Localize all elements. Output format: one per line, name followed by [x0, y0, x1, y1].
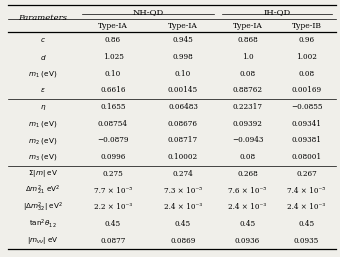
Text: 0.0869: 0.0869	[170, 237, 196, 245]
Text: $|\Delta m^2_{32}|\ \mathrm{eV}^2$: $|\Delta m^2_{32}|\ \mathrm{eV}^2$	[23, 201, 63, 214]
Text: Type-IB: Type-IB	[291, 22, 322, 30]
Text: 0.08: 0.08	[239, 153, 256, 161]
Text: 0.00145: 0.00145	[168, 86, 198, 94]
Text: 2.4 × 10⁻³: 2.4 × 10⁻³	[228, 203, 267, 211]
Text: 1.002: 1.002	[296, 53, 317, 61]
Text: 2.2 × 10⁻³: 2.2 × 10⁻³	[94, 203, 132, 211]
Text: 0.22317: 0.22317	[233, 103, 262, 111]
Text: 7.7 × 10⁻⁵: 7.7 × 10⁻⁵	[94, 187, 132, 195]
Text: $m_1\ \mathrm{(eV)}$: $m_1\ \mathrm{(eV)}$	[28, 119, 58, 129]
Text: −0.0943: −0.0943	[232, 136, 263, 144]
Text: 0.06483: 0.06483	[168, 103, 198, 111]
Text: 0.0935: 0.0935	[294, 237, 319, 245]
Text: 0.945: 0.945	[173, 36, 193, 44]
Text: 0.96: 0.96	[299, 36, 314, 44]
Text: $|m_{\nu\nu}|\ \mathrm{eV}$: $|m_{\nu\nu}|\ \mathrm{eV}$	[27, 235, 59, 246]
Text: IH-QD: IH-QD	[264, 8, 291, 16]
Text: 2.4 × 10⁻³: 2.4 × 10⁻³	[287, 203, 326, 211]
Text: 0.08: 0.08	[239, 70, 256, 78]
Text: 0.86: 0.86	[105, 36, 121, 44]
Text: Parameters: Parameters	[19, 14, 67, 23]
Text: 0.08001: 0.08001	[291, 153, 322, 161]
Text: $m_2\ \mathrm{(eV)}$: $m_2\ \mathrm{(eV)}$	[28, 135, 58, 145]
Text: 0.45: 0.45	[105, 220, 121, 228]
Text: 0.1655: 0.1655	[100, 103, 126, 111]
Text: $\Delta m^2_{21}\ \mathrm{eV}^2$: $\Delta m^2_{21}\ \mathrm{eV}^2$	[26, 184, 61, 197]
Text: 0.10: 0.10	[105, 70, 121, 78]
Text: $m_1\ \mathrm{(eV)}$: $m_1\ \mathrm{(eV)}$	[28, 69, 58, 79]
Text: 0.09341: 0.09341	[291, 120, 322, 128]
Text: 0.268: 0.268	[237, 170, 258, 178]
Text: 0.868: 0.868	[237, 36, 258, 44]
Text: 0.0877: 0.0877	[100, 237, 126, 245]
Text: 1.025: 1.025	[103, 53, 123, 61]
Text: 0.88762: 0.88762	[233, 86, 262, 94]
Text: 0.6616: 0.6616	[100, 86, 126, 94]
Text: 0.998: 0.998	[173, 53, 193, 61]
Text: 0.0936: 0.0936	[235, 237, 260, 245]
Text: 0.10: 0.10	[175, 70, 191, 78]
Text: $d$: $d$	[40, 52, 46, 61]
Text: NH-QD: NH-QD	[132, 8, 164, 16]
Text: 0.08717: 0.08717	[168, 136, 198, 144]
Text: 0.08754: 0.08754	[98, 120, 128, 128]
Text: 0.10002: 0.10002	[168, 153, 198, 161]
Text: 0.08676: 0.08676	[168, 120, 198, 128]
Text: 0.09381: 0.09381	[291, 136, 322, 144]
Text: 0.274: 0.274	[173, 170, 193, 178]
Text: 2.4 × 10⁻³: 2.4 × 10⁻³	[164, 203, 202, 211]
Text: $c$: $c$	[40, 36, 46, 44]
Text: 0.45: 0.45	[299, 220, 314, 228]
Text: 7.3 × 10⁻⁵: 7.3 × 10⁻⁵	[164, 187, 202, 195]
Text: $\Sigma|m|\ \mathrm{eV}$: $\Sigma|m|\ \mathrm{eV}$	[28, 168, 58, 179]
Text: 0.08: 0.08	[299, 70, 314, 78]
Text: −0.0855: −0.0855	[291, 103, 322, 111]
Text: 0.45: 0.45	[175, 220, 191, 228]
Text: Type-IA: Type-IA	[233, 22, 262, 30]
Text: 7.4 × 10⁻⁵: 7.4 × 10⁻⁵	[287, 187, 326, 195]
Text: $\eta$: $\eta$	[40, 103, 46, 112]
Text: 0.267: 0.267	[296, 170, 317, 178]
Text: 0.00169: 0.00169	[291, 86, 322, 94]
Text: $\varepsilon$: $\varepsilon$	[40, 86, 46, 94]
Text: 1.0: 1.0	[242, 53, 253, 61]
Text: 0.09392: 0.09392	[233, 120, 262, 128]
Text: Type-IA: Type-IA	[98, 22, 128, 30]
Text: 0.275: 0.275	[103, 170, 123, 178]
Text: Type-IA: Type-IA	[168, 22, 198, 30]
Text: 7.6 × 10⁻⁵: 7.6 × 10⁻⁵	[228, 187, 267, 195]
Text: $m_3\ \mathrm{(eV)}$: $m_3\ \mathrm{(eV)}$	[28, 152, 58, 162]
Text: $\tan^2\!\theta_{12}$: $\tan^2\!\theta_{12}$	[29, 218, 57, 230]
Text: 0.0996: 0.0996	[100, 153, 126, 161]
Text: 0.45: 0.45	[239, 220, 256, 228]
Text: −0.0879: −0.0879	[97, 136, 129, 144]
